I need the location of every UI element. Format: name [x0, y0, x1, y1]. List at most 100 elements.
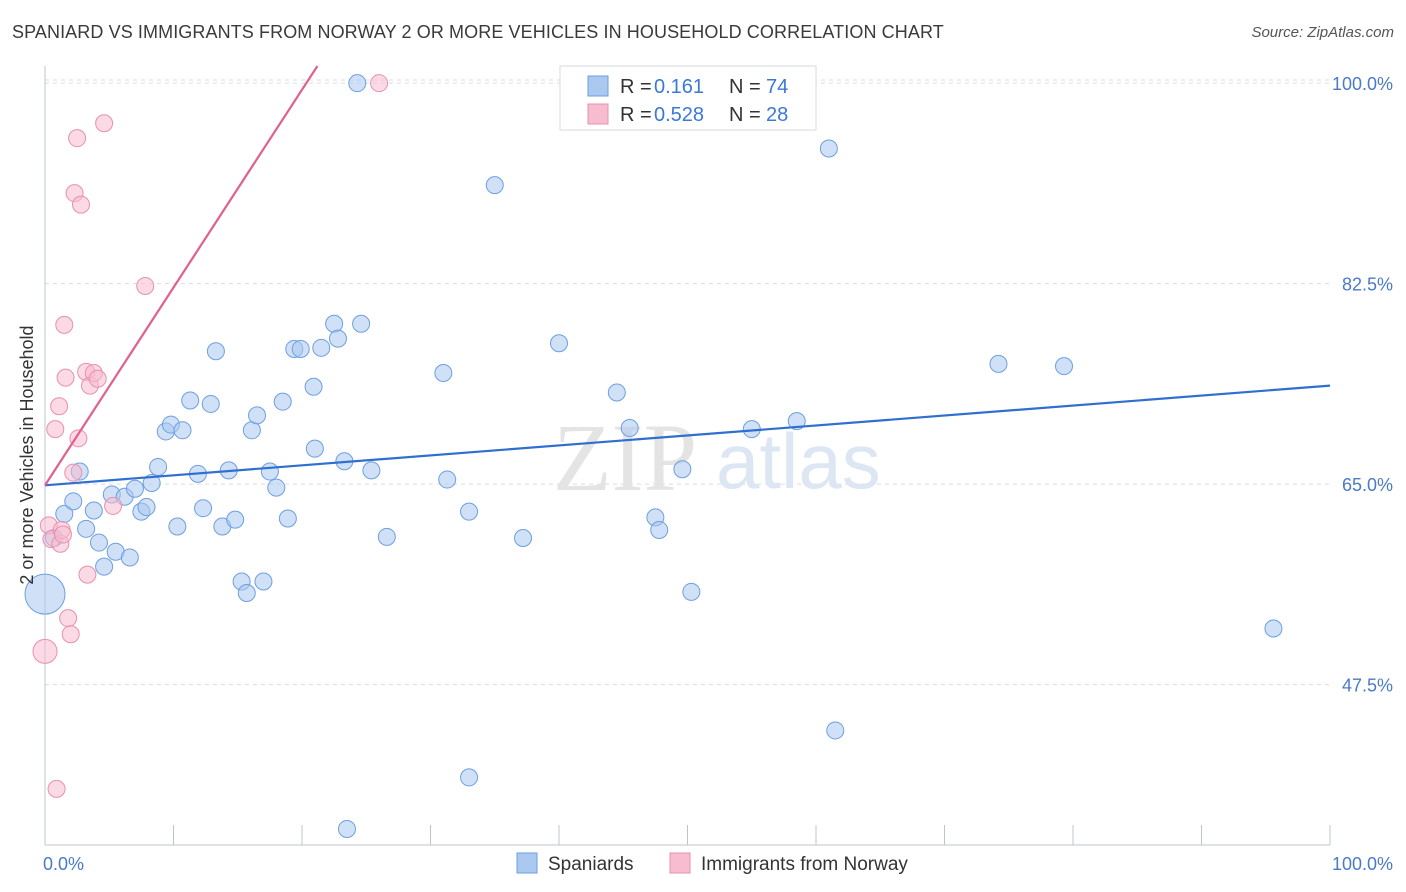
point-norway-11	[59, 609, 78, 628]
point-spaniards-47	[337, 819, 356, 838]
point-spaniards-70	[989, 354, 1008, 373]
y-tick-label-0: 47.5%	[1342, 676, 1393, 696]
regression-lines	[44, 65, 1331, 487]
point-spaniards-56	[485, 176, 504, 195]
point-spaniards-33	[248, 406, 267, 425]
point-spaniards-48	[348, 74, 367, 93]
point-norway-23	[95, 114, 114, 133]
legend: R = 0.161 N = 74 R = 0.528 N = 28	[559, 65, 817, 131]
x-tick-label-0: 0.0%	[43, 854, 84, 874]
point-spaniards-65	[682, 582, 701, 601]
bottom-legend-label-1: Immigrants from Norway	[701, 854, 908, 875]
point-spaniards-17	[149, 457, 168, 476]
point-spaniards-69	[826, 721, 845, 740]
point-spaniards-12	[120, 548, 139, 567]
point-spaniards-67	[787, 412, 806, 431]
point-norway-22	[88, 369, 107, 388]
point-spaniards-3	[64, 492, 83, 511]
point-spaniards-40	[291, 339, 310, 358]
point-spaniards-50	[362, 461, 381, 480]
point-spaniards-59	[607, 383, 626, 402]
point-spaniards-72	[1264, 619, 1283, 638]
chart-title: SPANIARD VS IMMIGRANTS FROM NORWAY 2 OR …	[12, 22, 944, 42]
point-spaniards-13	[125, 479, 144, 498]
point-spaniards-6	[84, 501, 103, 520]
point-spaniards-51	[377, 527, 396, 546]
point-spaniards-43	[312, 338, 331, 357]
y-tick-label-3: 100.0%	[1332, 74, 1393, 94]
point-norway-0	[32, 638, 58, 664]
legend-n-value-0: 74	[766, 76, 788, 98]
legend-swatch-0	[587, 75, 609, 97]
bottom-legend-label-0: Spaniards	[548, 854, 634, 875]
point-spaniards-29	[226, 510, 245, 529]
y-axis-label: 2 or more Vehicles in Household	[17, 325, 37, 584]
point-spaniards-5	[77, 519, 96, 538]
point-spaniards-26	[206, 342, 225, 361]
point-norway-17	[71, 195, 90, 214]
point-norway-25	[136, 276, 155, 295]
point-spaniards-7	[89, 533, 108, 552]
point-spaniards-0	[24, 573, 66, 615]
point-spaniards-44	[325, 314, 344, 333]
point-spaniards-63	[673, 460, 692, 479]
point-spaniards-34	[254, 572, 273, 591]
point-norway-5	[50, 397, 69, 416]
point-norway-9	[55, 315, 74, 334]
bottom-legend-swatch-1	[669, 852, 691, 874]
point-spaniards-21	[173, 421, 192, 440]
point-spaniards-31	[237, 583, 256, 602]
legend-r-label-0: R =	[620, 76, 652, 98]
point-norway-12	[61, 625, 80, 644]
point-spaniards-53	[438, 470, 457, 489]
watermark-atlas: atlas	[716, 417, 881, 505]
bottom-legend: Spaniards Immigrants from Norway	[516, 852, 908, 875]
point-spaniards-15	[137, 498, 156, 517]
point-spaniards-49	[352, 314, 371, 333]
point-spaniards-25	[201, 394, 220, 413]
point-spaniards-58	[550, 334, 568, 353]
point-spaniards-45	[328, 329, 347, 348]
point-norway-19	[78, 565, 97, 584]
y-tick-label-1: 65.0%	[1342, 475, 1393, 495]
point-norway-26	[370, 74, 389, 93]
legend-r-value-0: 0.161	[654, 76, 704, 98]
legend-n-label-1: N =	[729, 104, 761, 126]
point-norway-3	[46, 420, 65, 439]
point-norway-13	[64, 463, 83, 482]
point-spaniards-36	[267, 478, 286, 497]
watermark: ZIP atlas	[553, 404, 881, 511]
legend-rows: R = 0.161 N = 74 R = 0.528 N = 28	[587, 75, 788, 126]
legend-swatch-1	[587, 103, 609, 125]
x-tick-label-1: 100.0%	[1332, 854, 1393, 874]
point-spaniards-20	[168, 517, 187, 536]
legend-r-value-1: 0.528	[654, 104, 704, 126]
tick-labels: 47.5% 65.0% 82.5% 100.0% 0.0% 100.0%	[43, 74, 1393, 874]
point-spaniards-54	[460, 502, 479, 521]
point-norway-15	[68, 129, 87, 148]
legend-n-value-1: 28	[766, 104, 788, 126]
point-spaniards-57	[514, 528, 533, 547]
bottom-legend-swatch-0	[516, 852, 538, 874]
point-norway-8	[53, 525, 72, 544]
regression-line-spaniards	[44, 384, 1331, 487]
y-tick-label-2: 82.5%	[1342, 275, 1393, 295]
point-spaniards-22	[181, 391, 200, 410]
point-spaniards-24	[194, 499, 213, 518]
source-credit: Source: ZipAtlas.com	[1251, 24, 1394, 41]
point-spaniards-41	[304, 377, 323, 396]
point-spaniards-42	[305, 439, 324, 458]
point-spaniards-52	[434, 364, 453, 383]
point-spaniards-62	[650, 520, 669, 539]
point-norway-16	[69, 429, 88, 448]
watermark-zip: ZIP	[553, 404, 697, 511]
point-spaniards-16	[142, 473, 161, 492]
point-spaniards-68	[819, 139, 838, 158]
regression-line-norway	[44, 65, 319, 486]
point-norway-4	[47, 779, 66, 798]
point-norway-10	[56, 368, 75, 387]
point-spaniards-60	[620, 419, 639, 438]
legend-n-label-0: N =	[729, 76, 761, 98]
point-spaniards-35	[260, 462, 279, 481]
